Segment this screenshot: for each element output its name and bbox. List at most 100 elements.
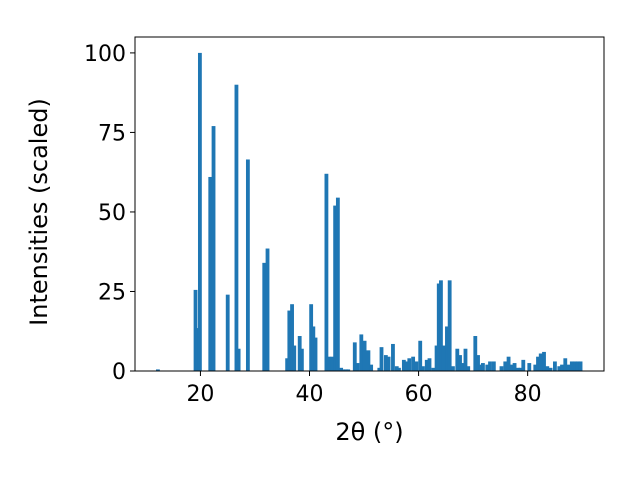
bar (509, 364, 514, 371)
bar (245, 159, 250, 371)
x-axis-ticks: 20 40 60 80 (186, 371, 542, 407)
bar (404, 361, 409, 371)
bar (391, 343, 395, 371)
bar (460, 363, 465, 371)
bar (299, 348, 304, 371)
bar (491, 361, 496, 371)
bar (193, 289, 198, 371)
bar (424, 359, 429, 371)
bar (330, 356, 335, 371)
bar (418, 340, 423, 371)
bar (436, 283, 441, 371)
bar (548, 367, 553, 371)
bar (434, 345, 439, 371)
bar (285, 358, 290, 371)
bar (506, 356, 511, 371)
bar (518, 367, 523, 371)
bar (473, 336, 478, 371)
bar (287, 310, 292, 371)
bar (383, 355, 388, 371)
bar (542, 351, 546, 371)
y-tick-label: 25 (98, 280, 126, 305)
bar (481, 363, 485, 371)
bar (355, 363, 360, 371)
bar (195, 328, 200, 371)
x-tick-label: 40 (296, 382, 324, 407)
y-tick-label: 75 (98, 121, 126, 146)
bar (297, 336, 302, 371)
bar (394, 366, 399, 371)
bar (569, 361, 574, 371)
plot-frame (134, 36, 605, 372)
bar (566, 364, 571, 371)
bar (478, 364, 483, 371)
bar (414, 361, 419, 371)
bar (560, 364, 564, 371)
bar (341, 369, 346, 371)
bar (503, 361, 508, 371)
bar (344, 369, 348, 371)
y-tick-label: 50 (98, 201, 126, 226)
bar (421, 366, 425, 371)
bar (369, 364, 374, 371)
bar (476, 355, 480, 371)
x-tick-label: 80 (514, 382, 542, 407)
bar (485, 364, 490, 371)
bar (225, 294, 230, 371)
bar (311, 326, 316, 371)
bar (557, 366, 562, 371)
bar (512, 363, 517, 371)
bar (536, 356, 540, 371)
bar (515, 367, 520, 371)
bar (346, 369, 351, 371)
x-axis-label: 2θ (°) (335, 418, 403, 446)
bar (441, 345, 446, 371)
bar (488, 361, 492, 371)
bar (366, 350, 371, 371)
bar (262, 262, 267, 371)
bar (377, 367, 382, 371)
bar (458, 355, 462, 371)
bar (197, 52, 202, 372)
bar (401, 359, 406, 371)
bar (575, 361, 580, 371)
bar (208, 176, 213, 371)
bar (466, 366, 471, 371)
bar (397, 367, 401, 371)
bar (292, 345, 297, 371)
bar (451, 366, 455, 371)
bar (447, 280, 452, 371)
bar (333, 205, 338, 371)
bar (352, 342, 357, 371)
bar (573, 361, 578, 371)
bar (234, 84, 239, 372)
bar (379, 347, 384, 371)
bar (411, 356, 416, 371)
x-tick-label: 60 (405, 382, 433, 407)
y-tick-label: 100 (84, 42, 126, 67)
bar (553, 361, 557, 371)
y-axis-label: Intensities (scaled) (25, 98, 53, 326)
bar (335, 197, 340, 371)
bar (362, 340, 367, 371)
y-axis-ticks: 0 25 50 75 100 (84, 42, 135, 385)
bar (463, 348, 468, 371)
bar (290, 304, 294, 371)
bar-series (156, 52, 583, 372)
bar (499, 366, 504, 371)
y-tick-label: 0 (112, 360, 126, 385)
bar (339, 367, 344, 371)
bar (211, 126, 216, 371)
bar (527, 363, 532, 371)
bar (327, 356, 332, 371)
bar (324, 173, 329, 371)
x-tick-label: 20 (186, 382, 214, 407)
bar (545, 366, 550, 371)
bar (265, 248, 270, 371)
bar (445, 326, 449, 371)
bar (455, 348, 460, 371)
bar (427, 358, 432, 371)
bar (407, 358, 412, 371)
